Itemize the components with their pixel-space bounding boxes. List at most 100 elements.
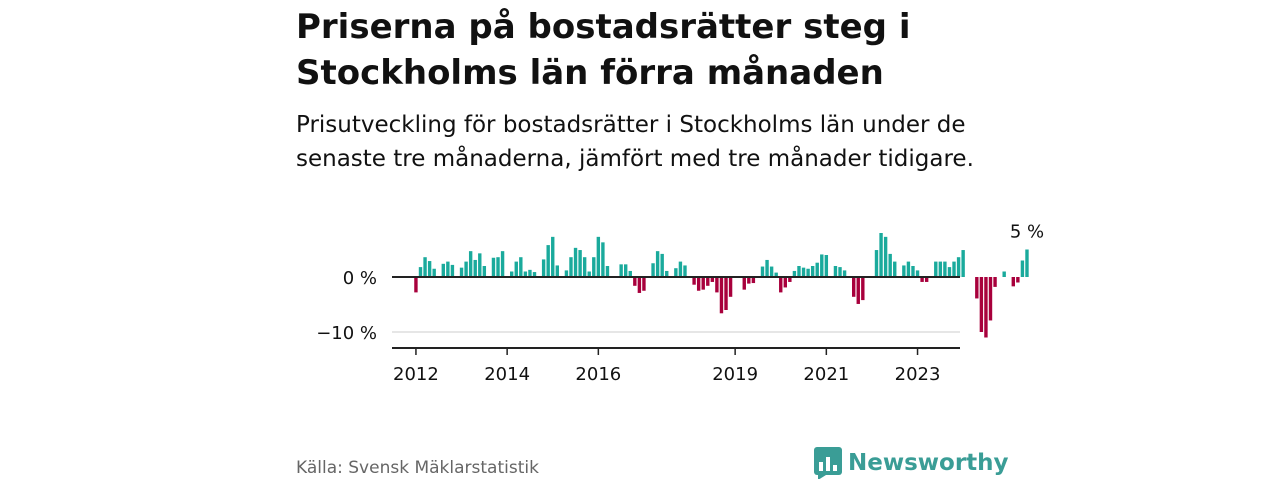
bar [569, 257, 573, 277]
bar [915, 270, 920, 277]
bar [806, 268, 810, 277]
bar [619, 264, 623, 277]
bar [546, 245, 550, 277]
bar [902, 265, 906, 277]
bar [747, 277, 751, 284]
bar [441, 263, 445, 277]
bar [1020, 260, 1025, 277]
bar [683, 265, 687, 277]
chart-title: Priserna på bostadsrätter steg i Stockho… [296, 7, 911, 93]
bar [582, 257, 587, 277]
x-tick-label: 2023 [895, 364, 941, 385]
x-tick-label: 2012 [393, 364, 439, 385]
bar [701, 277, 705, 290]
bar [801, 267, 806, 277]
brand-name: Newsworthy [848, 450, 1009, 476]
bar [774, 272, 778, 277]
bar [920, 277, 924, 282]
bar [624, 264, 628, 277]
bar [1011, 277, 1015, 287]
bar [724, 277, 728, 310]
bar [418, 267, 423, 277]
bar [984, 277, 988, 338]
bar [833, 266, 838, 277]
bar [519, 257, 523, 277]
last-value-annotation: 5 % [1010, 222, 1044, 243]
bar [427, 261, 432, 277]
x-ticks: 2012 2014 2016 2019 2021 2023 [393, 348, 940, 385]
bar [934, 261, 938, 277]
bar [500, 251, 505, 277]
bar [947, 267, 952, 277]
bar [605, 266, 610, 277]
bar [979, 277, 984, 332]
bar [975, 277, 979, 299]
bar [678, 261, 683, 277]
bar [706, 277, 710, 286]
bar [769, 266, 774, 277]
bar [423, 257, 427, 277]
bar [642, 277, 646, 291]
bar [514, 261, 518, 277]
bar [861, 277, 865, 301]
bar [633, 277, 637, 286]
bar [842, 270, 847, 277]
bar [993, 277, 997, 287]
bar [665, 270, 669, 277]
bar [760, 266, 765, 277]
bar [587, 271, 591, 277]
bar [1002, 271, 1006, 277]
bar [601, 242, 605, 277]
bar [555, 265, 559, 277]
bar [446, 261, 450, 277]
bar [482, 266, 487, 277]
bar [464, 261, 468, 277]
bar [655, 251, 660, 277]
bar [815, 262, 819, 277]
bar [856, 277, 860, 304]
bar [496, 257, 500, 277]
bar [473, 259, 477, 277]
bar [592, 257, 596, 277]
bar [710, 277, 715, 282]
bar [961, 250, 965, 277]
bar [888, 253, 892, 277]
bar [765, 259, 769, 277]
bar [924, 277, 929, 282]
bar [468, 251, 473, 277]
x-tick-label: 2014 [484, 364, 530, 385]
bar [728, 277, 733, 297]
bar [432, 268, 436, 277]
bar [810, 266, 815, 277]
brand-logo: Newsworthy [814, 446, 1009, 480]
bar [523, 271, 528, 277]
bar [660, 253, 664, 277]
bar [719, 277, 724, 314]
bar [674, 268, 678, 277]
bar [943, 261, 947, 277]
bar [952, 261, 956, 277]
x-tick-label: 2019 [712, 364, 758, 385]
y-tick-labels: 0 % −10 % [316, 268, 377, 344]
bar [1025, 249, 1029, 277]
bar [528, 269, 532, 277]
y-tick-label: 0 % [343, 268, 377, 289]
bar [696, 277, 701, 291]
bar [938, 261, 943, 277]
bar [797, 266, 801, 277]
bar [564, 270, 569, 277]
bar [596, 236, 601, 277]
bars [414, 233, 1029, 338]
bar [651, 263, 655, 277]
bar [637, 277, 642, 293]
bar [783, 277, 787, 288]
bar [414, 277, 418, 293]
bar [779, 277, 783, 293]
bar [874, 250, 879, 277]
bar [578, 250, 582, 277]
bar [956, 257, 961, 277]
bar [788, 277, 792, 282]
bar [491, 257, 496, 277]
bar [838, 267, 842, 277]
bar [450, 264, 455, 277]
